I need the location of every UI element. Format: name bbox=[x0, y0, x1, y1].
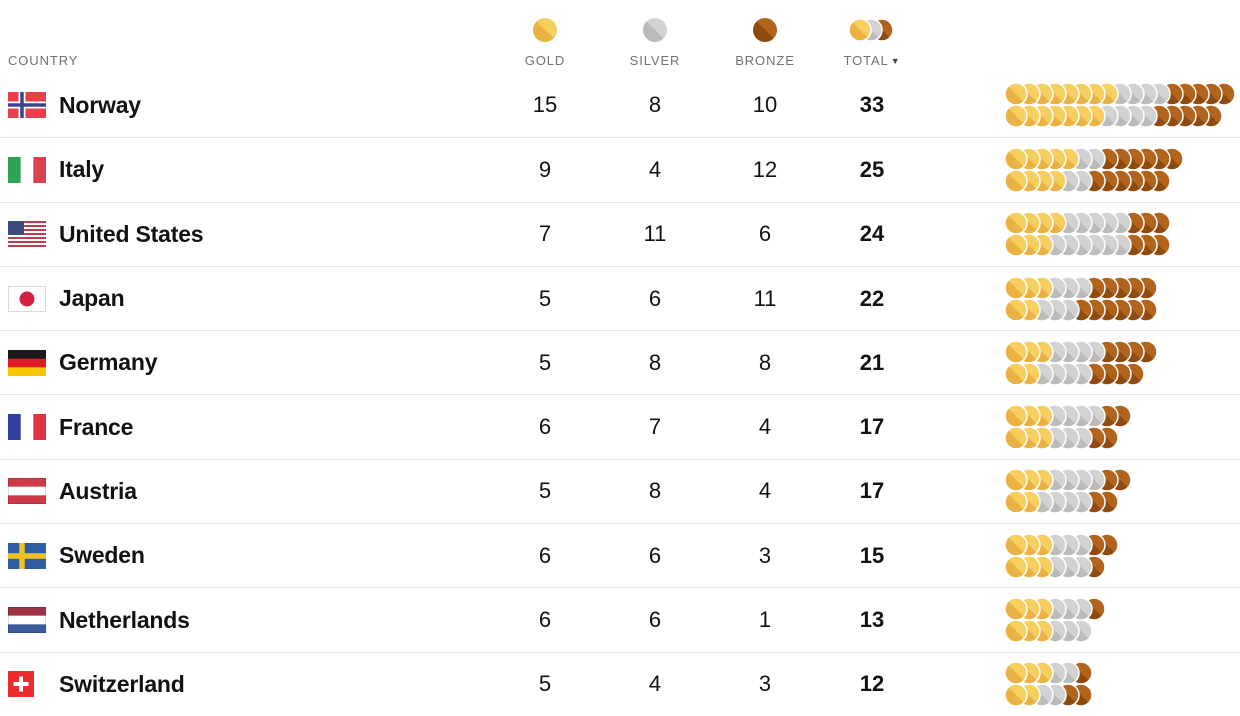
bronze-count: 3 bbox=[758, 542, 772, 568]
bronze-count: 11 bbox=[753, 285, 777, 311]
bronze-count: 4 bbox=[758, 478, 772, 504]
flag-icon-switzerland bbox=[8, 671, 46, 698]
silver-count: 11 bbox=[643, 221, 667, 247]
total-count: 17 bbox=[859, 414, 885, 440]
total-count: 12 bbox=[859, 671, 885, 697]
country-name: Italy bbox=[59, 156, 105, 183]
flag-icon-austria bbox=[8, 478, 46, 505]
medal-dots-chart bbox=[1004, 661, 1240, 708]
gold-count: 6 bbox=[538, 607, 552, 633]
medal-dots-chart bbox=[1004, 211, 1240, 257]
table-row: Norway 15 8 10 33 bbox=[0, 73, 1240, 137]
flag-icon-norway bbox=[8, 92, 46, 119]
total-count: 15 bbox=[859, 542, 885, 568]
table-row: United States 7 11 6 24 bbox=[0, 201, 1240, 266]
gold-count: 15 bbox=[532, 92, 558, 118]
gold-count: 5 bbox=[538, 478, 552, 504]
gold-count: 5 bbox=[538, 285, 552, 311]
flag-icon-united-states bbox=[8, 221, 46, 248]
silver-count: 6 bbox=[648, 607, 662, 633]
bronze-count: 8 bbox=[758, 349, 772, 375]
silver-count: 6 bbox=[648, 285, 662, 311]
silver-count: 7 bbox=[648, 414, 662, 440]
bronze-count: 10 bbox=[752, 92, 778, 118]
bronze-count: 4 bbox=[758, 414, 772, 440]
country-name: United States bbox=[59, 220, 204, 247]
column-header-country: COUNTRY bbox=[8, 53, 79, 68]
flag-icon-netherlands bbox=[8, 607, 46, 634]
table-header: COUNTRY GOLD SILVER BRONZE TOTAL ▼ bbox=[0, 0, 1240, 73]
table-body: Norway 15 8 10 33 Italy 9 4 12 25 United States 7 11… bbox=[0, 73, 1240, 716]
table-row: Germany 5 8 8 21 bbox=[0, 330, 1240, 394]
silver-count: 6 bbox=[648, 542, 662, 568]
flag-icon-germany bbox=[8, 349, 46, 376]
country-name: Netherlands bbox=[59, 606, 190, 633]
country-name: Sweden bbox=[59, 542, 145, 569]
table-row: France 6 7 4 17 bbox=[0, 394, 1240, 458]
total-count: 21 bbox=[859, 349, 885, 375]
table-row: Netherlands 6 6 1 13 bbox=[0, 587, 1240, 651]
total-count: 25 bbox=[859, 156, 885, 182]
table-row: Switzerland 5 4 3 12 bbox=[0, 651, 1240, 716]
table-row: Austria 5 8 4 17 bbox=[0, 458, 1240, 523]
flag-icon-france bbox=[8, 414, 46, 441]
total-count: 24 bbox=[859, 221, 885, 247]
medal-dots-chart bbox=[1004, 275, 1240, 322]
gold-count: 9 bbox=[538, 156, 552, 182]
silver-count: 8 bbox=[648, 92, 662, 118]
bronze-count: 3 bbox=[758, 671, 772, 697]
column-header-bronze[interactable]: BRONZE bbox=[710, 0, 820, 73]
medal-dots-chart bbox=[1004, 147, 1240, 193]
column-header-gold[interactable]: GOLD bbox=[490, 0, 600, 73]
gold-count: 6 bbox=[538, 414, 552, 440]
silver-count: 4 bbox=[648, 671, 662, 697]
gold-count: 5 bbox=[538, 671, 552, 697]
table-row: Japan 5 6 11 22 bbox=[0, 265, 1240, 330]
total-medals-icon bbox=[848, 18, 896, 42]
flag-icon-sweden bbox=[8, 542, 46, 569]
medal-dots-chart bbox=[1004, 597, 1240, 643]
flag-icon-japan bbox=[8, 285, 46, 312]
country-name: Switzerland bbox=[59, 670, 185, 697]
total-count: 17 bbox=[859, 478, 885, 504]
gold-count: 6 bbox=[538, 542, 552, 568]
medal-dots-chart bbox=[1004, 340, 1240, 386]
silver-count: 4 bbox=[648, 156, 662, 182]
bronze-count: 12 bbox=[752, 156, 778, 182]
medal-dots-chart bbox=[1004, 82, 1240, 128]
country-name: France bbox=[59, 413, 134, 440]
total-count: 22 bbox=[859, 285, 885, 311]
country-name: Austria bbox=[59, 477, 137, 504]
medal-dots-chart bbox=[1004, 468, 1240, 515]
gold-count: 5 bbox=[538, 349, 552, 375]
total-count: 33 bbox=[859, 92, 885, 118]
country-name: Japan bbox=[59, 285, 125, 312]
gold-count: 7 bbox=[538, 221, 552, 247]
table-row: Sweden 6 6 3 15 bbox=[0, 523, 1240, 587]
flag-icon-italy bbox=[8, 156, 46, 183]
sort-descending-icon: ▼ bbox=[890, 56, 901, 66]
bronze-medal-icon bbox=[753, 18, 777, 42]
silver-count: 8 bbox=[648, 349, 662, 375]
country-name: Norway bbox=[59, 91, 141, 118]
column-header-silver[interactable]: SILVER bbox=[600, 0, 710, 73]
table-row: Italy 9 4 12 25 bbox=[0, 137, 1240, 201]
medal-dots-chart bbox=[1004, 532, 1240, 579]
bronze-count: 1 bbox=[758, 607, 772, 633]
silver-count: 8 bbox=[648, 478, 662, 504]
country-name: Germany bbox=[59, 349, 158, 376]
total-count: 13 bbox=[859, 607, 885, 633]
silver-medal-icon bbox=[643, 18, 667, 42]
gold-medal-icon bbox=[533, 18, 557, 42]
bronze-count: 6 bbox=[758, 221, 772, 247]
medal-dots-chart bbox=[1004, 404, 1240, 450]
column-header-total[interactable]: TOTAL ▼ bbox=[820, 0, 924, 73]
